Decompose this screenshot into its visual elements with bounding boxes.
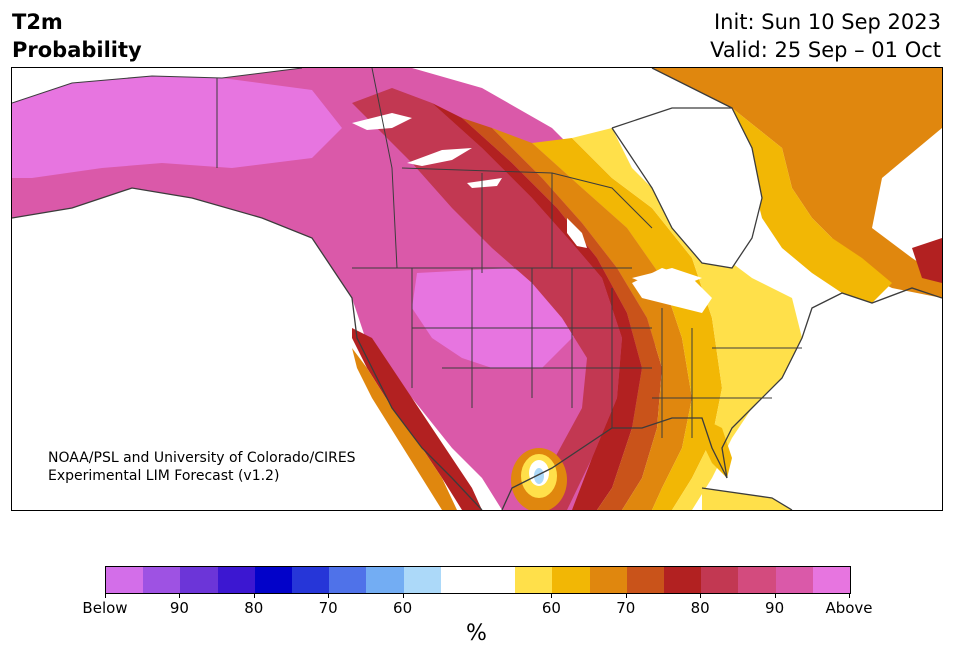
gulf-hotspot-below [534,468,544,484]
colorbar-tick-label: 80 [244,599,264,617]
colorbar-tick-label: 70 [616,599,636,617]
colorbar-tick-mark [179,593,181,598]
valid-range: Valid: 25 Sep – 01 Oct [710,38,941,62]
title-left: T2m Probability [12,8,142,64]
colorbar-segment [701,567,739,593]
lake-athabasca [467,178,502,188]
colorbar-segment [626,567,665,593]
coastlines [12,68,942,510]
colorbar-segment [738,567,776,593]
credit-text: NOAA/PSL and University of Colorado/CIRE… [48,449,356,485]
region-newfoundland-p75 [912,238,942,283]
region-p60-band [532,138,722,510]
colorbar-tick-mark [774,593,776,598]
colorbar-unit: % [466,621,487,646]
region-northeast-p60 [732,108,892,303]
region-cuba [702,488,792,510]
colorbar-segment [478,567,516,593]
region-california-p65 [352,348,457,510]
hudson-bay [612,108,762,268]
colorbar-tick-label: 60 [541,599,561,617]
colorbar-segment [254,567,293,593]
region-p55-band [572,128,802,510]
region-p80-band [352,88,622,510]
region-northeast-canada [652,68,942,298]
colorbar-tick-label: Above [825,599,873,617]
great-slave-lake [407,148,472,166]
probability-map [12,68,942,510]
colorbar-tick-label: 60 [393,599,413,617]
colorbar-segment [292,567,330,593]
colorbar-tick-label: 80 [690,599,710,617]
colorbar-segment [775,567,813,593]
colorbar-segment [217,567,255,593]
variable-name: T2m [12,10,63,34]
colorbar-segment [812,567,851,593]
credit-line-1: NOAA/PSL and University of Colorado/CIRE… [48,450,356,466]
colorbar-tick-mark [105,593,106,598]
political-borders [12,68,802,438]
map-panel [11,67,943,511]
colorbar-tick-mark [551,593,553,598]
colorbar-tick-mark [402,593,404,598]
colorbar-segment [403,567,441,593]
colorbar-tick-mark [253,593,255,598]
colorbar-segment [329,567,367,593]
product-name: Probability [12,38,142,62]
lake-winnipeg [567,218,587,248]
colorbar-tick-mark [328,593,330,598]
colorbar [105,566,851,594]
colorbar-tick-mark [625,593,627,598]
colorbar-segment [589,567,627,593]
region-california-coast [352,328,482,510]
colorbar-tick-mark [849,593,850,598]
colorbar-segment [180,567,218,593]
region-alaska-above [12,76,342,178]
init-date: Init: Sun 10 Sep 2023 [713,10,941,34]
region-west-above [412,268,582,368]
colorbar-tick-label: Below [82,599,128,617]
colorbar-segment [515,567,553,593]
region-p65-band [492,128,692,510]
colorbar-segment [552,567,590,593]
colorbar-tick-label: 90 [169,599,189,617]
credit-line-2: Experimental LIM Forecast (v1.2) [48,468,280,484]
colorbar-segment [366,567,404,593]
colorbar-segment [664,567,702,593]
colorbar-segment [440,567,479,593]
colorbar-segment [143,567,181,593]
lake-superior [632,268,702,286]
title-right: Init: Sun 10 Sep 2023 Valid: 25 Sep – 01… [710,8,941,64]
colorbar-tick-label: 90 [765,599,785,617]
colorbar-tick-label: 70 [318,599,338,617]
region-p70-band [462,118,662,510]
colorbar-segment [106,567,144,593]
colorbar-tick-mark [700,593,702,598]
great-bear-lake [352,113,412,130]
